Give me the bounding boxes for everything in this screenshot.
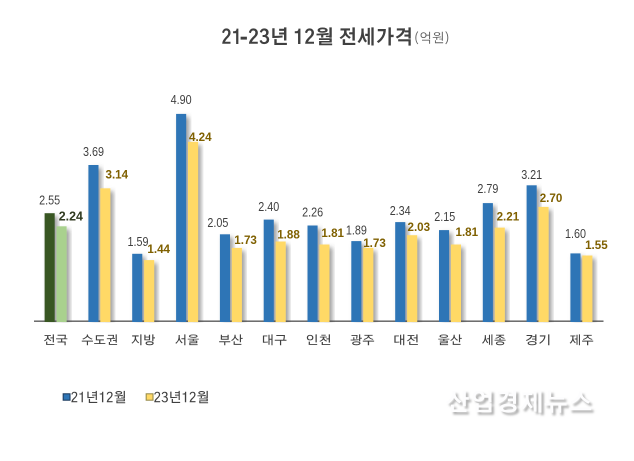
svg-text:4.24: 4.24: [189, 130, 212, 144]
svg-text:1.60: 1.60: [565, 226, 586, 241]
svg-text:2.03: 2.03: [408, 220, 431, 234]
svg-text:2.15: 2.15: [434, 209, 455, 224]
svg-text:3.69: 3.69: [83, 144, 104, 159]
svg-text:3.21: 3.21: [521, 167, 542, 182]
svg-text:1.73: 1.73: [363, 236, 386, 250]
svg-text:2.05: 2.05: [207, 215, 228, 230]
svg-text:2.40: 2.40: [258, 199, 279, 214]
svg-text:1.81: 1.81: [456, 225, 479, 239]
svg-text:1.59: 1.59: [128, 234, 149, 249]
svg-text:1.55: 1.55: [585, 238, 608, 252]
svg-text:1.44: 1.44: [147, 242, 170, 256]
svg-text:2.34: 2.34: [390, 203, 411, 218]
svg-text:3.14: 3.14: [106, 167, 129, 181]
svg-text:4.90: 4.90: [171, 92, 192, 107]
svg-text:2.21: 2.21: [497, 209, 520, 223]
svg-text:1.73: 1.73: [234, 233, 257, 247]
svg-text:1.88: 1.88: [277, 228, 300, 242]
svg-text:2.79: 2.79: [477, 181, 498, 196]
svg-text:1.89: 1.89: [346, 223, 367, 238]
svg-text:2.24: 2.24: [59, 208, 84, 223]
svg-text:2.55: 2.55: [39, 192, 60, 207]
svg-text:2.26: 2.26: [302, 204, 323, 219]
svg-text:1.81: 1.81: [321, 226, 344, 240]
svg-text:2.70: 2.70: [540, 191, 563, 205]
